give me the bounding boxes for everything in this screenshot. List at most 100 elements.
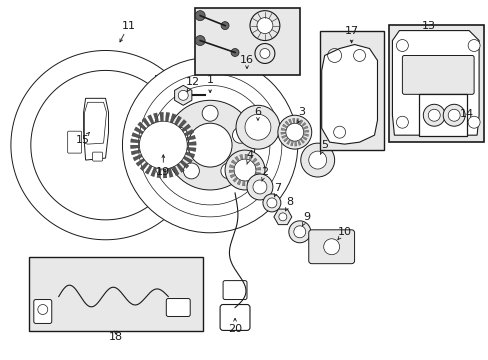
Polygon shape (231, 160, 236, 165)
Circle shape (278, 213, 286, 221)
Polygon shape (168, 168, 173, 177)
Polygon shape (302, 136, 306, 140)
Polygon shape (174, 85, 191, 105)
Polygon shape (244, 154, 247, 159)
FancyBboxPatch shape (223, 280, 246, 300)
Text: 3: 3 (298, 107, 305, 117)
Polygon shape (237, 180, 241, 185)
Polygon shape (228, 170, 234, 173)
FancyBboxPatch shape (308, 230, 354, 264)
Text: 9: 9 (303, 212, 310, 222)
Polygon shape (178, 120, 186, 128)
Circle shape (232, 127, 248, 143)
Polygon shape (181, 124, 190, 132)
Polygon shape (290, 141, 293, 146)
Circle shape (266, 198, 276, 208)
Polygon shape (229, 165, 234, 168)
Text: 18: 18 (108, 332, 122, 342)
Polygon shape (246, 180, 250, 186)
Polygon shape (301, 122, 305, 127)
Polygon shape (131, 150, 140, 155)
Text: 5: 5 (321, 140, 327, 150)
Polygon shape (282, 124, 287, 128)
Bar (29, 257, 203, 332)
Polygon shape (302, 126, 307, 129)
Circle shape (139, 121, 187, 169)
Polygon shape (253, 176, 258, 180)
Polygon shape (239, 154, 243, 160)
Circle shape (195, 11, 205, 21)
Polygon shape (186, 147, 196, 152)
Circle shape (188, 123, 232, 167)
Polygon shape (133, 154, 142, 161)
Circle shape (396, 116, 407, 128)
Text: 10: 10 (337, 227, 351, 237)
Circle shape (467, 116, 479, 128)
FancyBboxPatch shape (220, 305, 249, 330)
FancyBboxPatch shape (166, 298, 190, 316)
Text: 17: 17 (344, 26, 358, 36)
Text: 1: 1 (206, 75, 213, 85)
Circle shape (288, 221, 310, 243)
Polygon shape (298, 120, 303, 125)
Bar (419, 94, 466, 136)
Polygon shape (174, 116, 181, 125)
Polygon shape (176, 163, 184, 172)
Circle shape (221, 163, 236, 179)
Circle shape (171, 127, 187, 143)
Text: 8: 8 (285, 197, 293, 207)
Text: 13: 13 (422, 21, 435, 31)
Circle shape (277, 115, 311, 149)
Circle shape (427, 109, 439, 121)
Circle shape (447, 109, 459, 121)
Polygon shape (130, 139, 140, 143)
Circle shape (183, 163, 199, 179)
Polygon shape (172, 166, 179, 176)
Circle shape (293, 226, 305, 238)
Text: 6: 6 (254, 107, 261, 117)
Polygon shape (180, 160, 188, 168)
Polygon shape (131, 132, 141, 139)
FancyBboxPatch shape (34, 300, 52, 323)
Polygon shape (288, 119, 291, 124)
Polygon shape (296, 118, 299, 123)
Text: 14: 14 (459, 109, 473, 119)
Bar (319, 31, 384, 150)
Circle shape (442, 104, 464, 126)
Circle shape (308, 151, 326, 169)
Polygon shape (303, 130, 308, 132)
Polygon shape (138, 122, 146, 130)
Polygon shape (297, 140, 301, 145)
Circle shape (285, 123, 303, 141)
Circle shape (323, 239, 339, 255)
Polygon shape (183, 156, 192, 163)
Polygon shape (187, 141, 196, 145)
Polygon shape (11, 50, 191, 240)
Polygon shape (170, 114, 176, 123)
Polygon shape (283, 138, 288, 142)
Polygon shape (250, 179, 255, 184)
Text: 20: 20 (227, 324, 242, 334)
Circle shape (236, 105, 279, 149)
Polygon shape (300, 139, 304, 144)
Circle shape (161, 198, 169, 206)
Polygon shape (242, 181, 244, 186)
Polygon shape (273, 209, 291, 225)
Circle shape (221, 22, 228, 30)
Circle shape (256, 18, 272, 33)
FancyBboxPatch shape (402, 55, 473, 94)
Text: 11: 11 (121, 21, 135, 31)
Circle shape (244, 114, 270, 140)
Circle shape (195, 36, 205, 45)
Polygon shape (140, 162, 148, 171)
Circle shape (423, 104, 444, 126)
Circle shape (234, 159, 255, 181)
Polygon shape (163, 169, 166, 178)
Polygon shape (155, 192, 175, 210)
Polygon shape (280, 132, 285, 134)
Circle shape (263, 194, 280, 212)
Polygon shape (285, 121, 289, 126)
Text: 19: 19 (156, 167, 170, 177)
Polygon shape (292, 118, 294, 123)
Text: 12: 12 (186, 77, 200, 87)
